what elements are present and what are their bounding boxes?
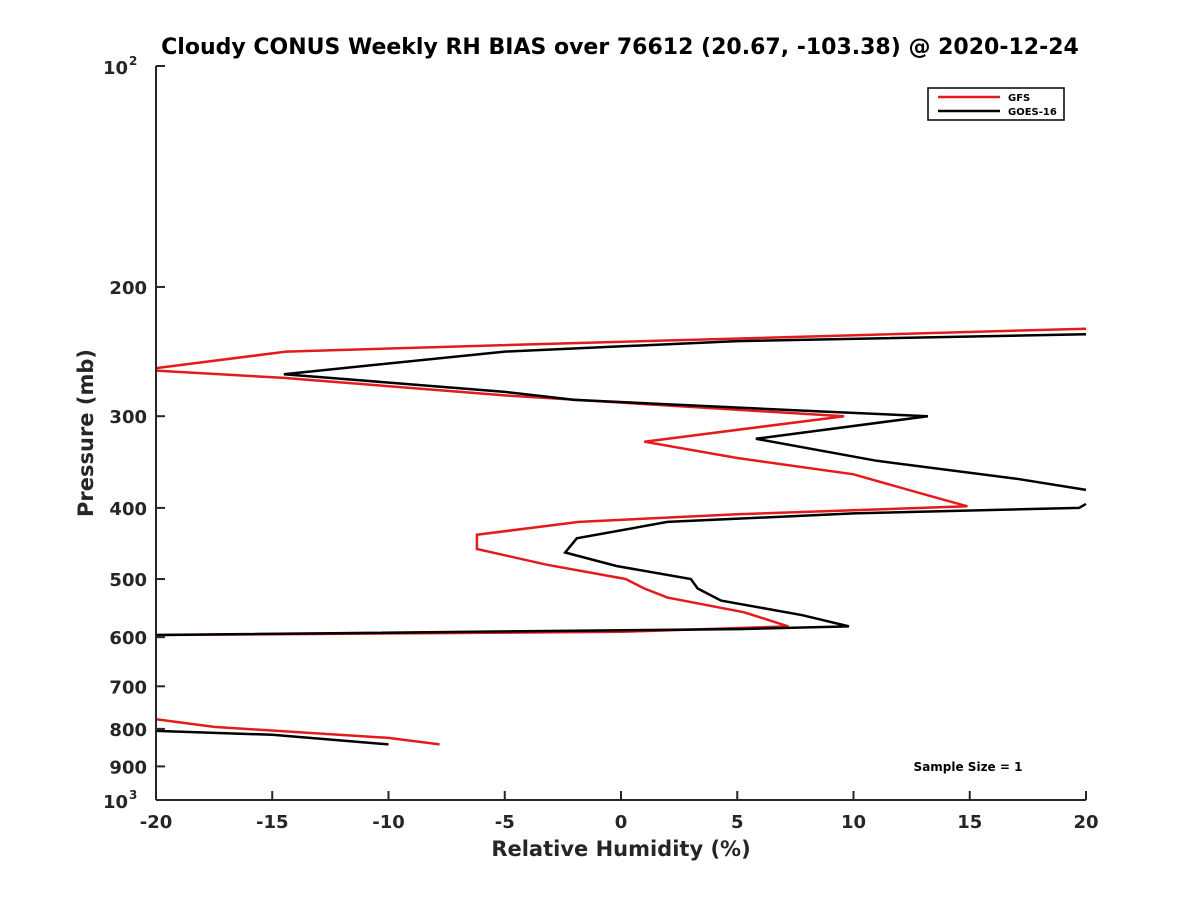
series-line-1-2 bbox=[156, 729, 389, 746]
series-line-0-1 bbox=[156, 717, 440, 746]
x-axis-label: Relative Humidity (%) bbox=[491, 837, 750, 861]
y-tick-label: 600 bbox=[109, 628, 147, 649]
sample-size-annotation: Sample Size = 1 bbox=[914, 760, 1023, 774]
y-tick-label: 10 bbox=[103, 792, 128, 813]
x-tick-label: 0 bbox=[615, 812, 628, 833]
legend-box bbox=[927, 87, 1065, 121]
x-tick-label: -20 bbox=[140, 812, 173, 833]
x-tick-label: 10 bbox=[841, 812, 866, 833]
legend-label: GFS bbox=[1008, 93, 1030, 104]
y-tick-label: 300 bbox=[109, 407, 147, 428]
y-tick-label: 500 bbox=[109, 570, 147, 591]
x-tick-label: 15 bbox=[957, 812, 982, 833]
series-line-1-1 bbox=[156, 502, 1087, 637]
x-tick-label: 5 bbox=[731, 812, 744, 833]
y-tick-label: 800 bbox=[109, 720, 147, 741]
y-tick-label: 200 bbox=[109, 278, 147, 299]
y-tick-label: 700 bbox=[109, 677, 147, 698]
series-goes-16 bbox=[156, 333, 1087, 746]
x-tick-label: 20 bbox=[1073, 812, 1098, 833]
x-tick-label: -5 bbox=[495, 812, 515, 833]
y-tick-label: 900 bbox=[109, 757, 147, 778]
y-tick-label: 10 bbox=[103, 58, 128, 79]
y-tick-exponent: 2 bbox=[129, 54, 137, 68]
chart-title: Cloudy CONUS Weekly RH BIAS over 76612 (… bbox=[161, 35, 1079, 60]
y-tick-label: 400 bbox=[109, 499, 147, 520]
legend-label: GOES-16 bbox=[1008, 107, 1057, 118]
x-tick-label: -15 bbox=[256, 812, 289, 833]
x-tick-label: -10 bbox=[372, 812, 405, 833]
series-gfs bbox=[156, 327, 1087, 746]
series-line-1-0 bbox=[283, 333, 1087, 492]
y-tick-exponent: 3 bbox=[129, 788, 137, 802]
series-line-0-0 bbox=[156, 327, 1087, 637]
y-axis-label: Pressure (mb) bbox=[74, 349, 98, 517]
legend: GFS GOES-16 bbox=[927, 87, 1065, 121]
